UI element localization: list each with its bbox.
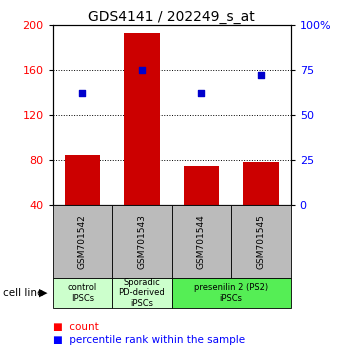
Text: ▶: ▶: [39, 288, 48, 298]
Text: ■  count: ■ count: [53, 322, 99, 332]
Point: [199, 91, 204, 96]
Text: GSM701543: GSM701543: [137, 214, 147, 269]
Bar: [184, 166, 219, 205]
Bar: [112, 205, 172, 278]
Bar: [231, 205, 291, 278]
Bar: [172, 278, 291, 308]
Bar: [112, 278, 172, 308]
Point: [258, 73, 264, 78]
Text: GSM701545: GSM701545: [256, 214, 266, 269]
Text: GSM701544: GSM701544: [197, 214, 206, 269]
Bar: [53, 205, 112, 278]
Bar: [172, 205, 231, 278]
Text: Sporadic
PD-derived
iPSCs: Sporadic PD-derived iPSCs: [119, 278, 165, 308]
Title: GDS4141 / 202249_s_at: GDS4141 / 202249_s_at: [88, 10, 255, 24]
Text: cell line: cell line: [3, 288, 44, 298]
Bar: [53, 278, 112, 308]
Bar: [65, 155, 100, 205]
Bar: [124, 33, 160, 205]
Point: [80, 91, 85, 96]
Point: [139, 67, 145, 73]
Text: ■  percentile rank within the sample: ■ percentile rank within the sample: [53, 335, 245, 344]
Text: GSM701542: GSM701542: [78, 214, 87, 269]
Text: presenilin 2 (PS2)
iPSCs: presenilin 2 (PS2) iPSCs: [194, 283, 268, 303]
Text: control
IPSCs: control IPSCs: [68, 283, 97, 303]
Bar: [243, 162, 279, 205]
